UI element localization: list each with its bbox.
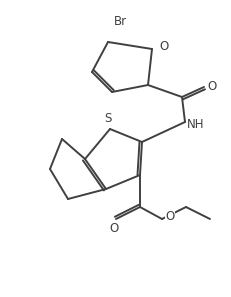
Text: O: O bbox=[159, 40, 169, 53]
Text: O: O bbox=[165, 211, 175, 224]
Text: S: S bbox=[104, 111, 112, 124]
Text: O: O bbox=[207, 80, 217, 94]
Text: Br: Br bbox=[114, 15, 127, 28]
Text: O: O bbox=[109, 222, 119, 236]
Text: NH: NH bbox=[187, 118, 205, 130]
